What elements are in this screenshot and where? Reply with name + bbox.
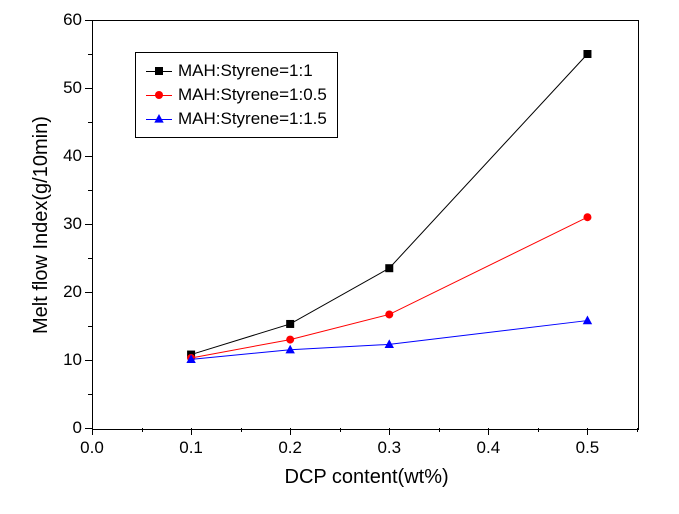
series-marker [385, 264, 393, 272]
y-minor-tick [88, 190, 92, 191]
y-tick [85, 156, 92, 157]
y-tick-label: 30 [58, 214, 82, 234]
x-tick-label: 0.4 [477, 438, 501, 458]
x-tick [389, 428, 390, 435]
legend-item: MAH:Styrene=1:0.5 [146, 83, 327, 107]
y-tick-label: 20 [58, 282, 82, 302]
y-minor-tick [88, 122, 92, 123]
y-minor-tick [88, 258, 92, 259]
x-minor-tick [142, 428, 143, 432]
x-tick-label: 0.5 [576, 438, 600, 458]
series-marker [583, 316, 592, 325]
x-tick [587, 428, 588, 435]
y-minor-tick [88, 54, 92, 55]
x-tick [191, 428, 192, 435]
x-tick-label: 0.1 [179, 438, 203, 458]
series-line [191, 217, 587, 358]
y-tick-label: 10 [58, 350, 82, 370]
chart-container: MAH:Styrene=1:1 MAH:Styrene=1:0.5 MAH:Styr… [0, 0, 679, 514]
x-tick-label: 0.2 [278, 438, 302, 458]
y-tick-label: 0 [58, 418, 82, 438]
legend-item: MAH:Styrene=1:1.5 [146, 107, 327, 131]
legend-label: MAH:Styrene=1:1.5 [178, 109, 327, 129]
legend-item: MAH:Styrene=1:1 [146, 59, 327, 83]
x-tick [92, 428, 93, 435]
y-tick [85, 428, 92, 429]
x-axis-title: DCP content(wt%) [285, 466, 449, 489]
y-minor-tick [88, 394, 92, 395]
x-minor-tick [340, 428, 341, 432]
legend-swatch [146, 95, 172, 96]
y-tick [85, 360, 92, 361]
y-minor-tick [88, 326, 92, 327]
y-tick-label: 50 [58, 78, 82, 98]
x-minor-tick [241, 428, 242, 432]
y-tick [85, 88, 92, 89]
y-tick [85, 224, 92, 225]
series-marker [286, 336, 294, 344]
y-tick-label: 60 [58, 10, 82, 30]
y-tick-label: 40 [58, 146, 82, 166]
y-axis-title: Melt flow Index(g/10min) [30, 116, 53, 334]
x-minor-tick [439, 428, 440, 432]
legend: MAH:Styrene=1:1 MAH:Styrene=1:0.5 MAH:Styr… [135, 52, 338, 138]
series-marker [285, 345, 294, 354]
y-tick [85, 292, 92, 293]
series-marker [385, 310, 393, 318]
y-tick [85, 20, 92, 21]
x-tick-label: 0.3 [377, 438, 401, 458]
x-minor-tick [538, 428, 539, 432]
legend-swatch [146, 119, 172, 120]
legend-swatch [146, 71, 172, 72]
series-marker [286, 320, 294, 328]
legend-label: MAH:Styrene=1:0.5 [178, 85, 327, 105]
x-tick [488, 428, 489, 435]
data-layer [0, 0, 679, 514]
series-marker [583, 213, 591, 221]
legend-label: MAH:Styrene=1:1 [178, 61, 313, 81]
series-marker [583, 50, 591, 58]
x-tick [290, 428, 291, 435]
x-minor-tick [637, 428, 638, 432]
x-tick-label: 0.0 [80, 438, 104, 458]
